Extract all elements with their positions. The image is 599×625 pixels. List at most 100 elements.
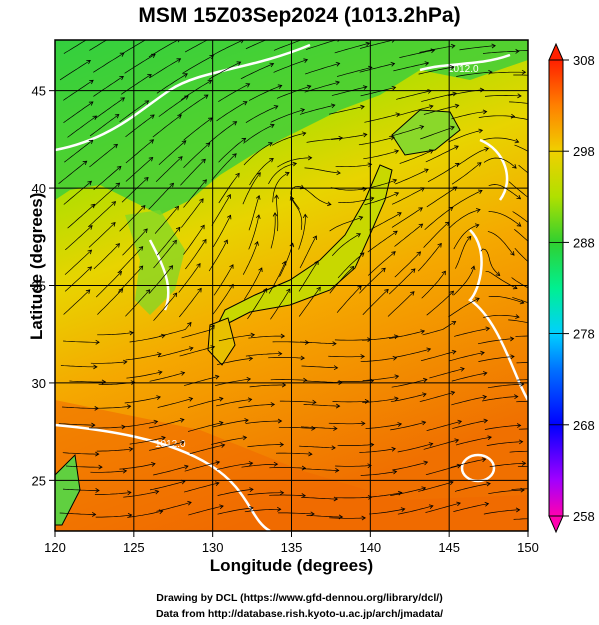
- streamline-arrowhead: [91, 511, 97, 517]
- streamline-arrowhead: [356, 233, 361, 238]
- streamline-arrowhead: [381, 267, 386, 273]
- streamline-arrowhead: [312, 399, 317, 405]
- streamline: [425, 145, 459, 163]
- streamline-arrowhead: [416, 251, 422, 256]
- streamline: [478, 115, 515, 118]
- streamline-arrowhead: [85, 289, 91, 294]
- streamline-arrowhead: [392, 469, 398, 475]
- streamline-arrowhead: [119, 75, 124, 81]
- streamline: [178, 263, 201, 293]
- streamline: [509, 101, 528, 104]
- streamline: [149, 265, 173, 294]
- streamline: [97, 332, 134, 336]
- streamline: [423, 221, 450, 248]
- streamline: [331, 233, 361, 257]
- streamline-arrowhead: [335, 467, 340, 473]
- streamline-arrowhead: [157, 370, 163, 375]
- streamline: [278, 426, 315, 429]
- streamline: [58, 160, 87, 184]
- streamline-arrowhead: [495, 271, 501, 277]
- streamline-arrowhead: [516, 423, 522, 428]
- streamline-arrowhead: [87, 266, 93, 271]
- streamline-arrowhead: [510, 354, 515, 360]
- colorbar-tick-label: 258: [573, 509, 595, 524]
- streamline-arrowhead: [203, 94, 209, 99]
- streamline: [211, 40, 244, 57]
- x-tick-label: 135: [281, 540, 303, 555]
- streamline: [211, 437, 247, 445]
- streamline-arrowhead: [129, 330, 134, 336]
- streamline: [480, 248, 500, 276]
- streamline-arrowhead: [394, 149, 400, 154]
- streamline-arrowhead: [512, 164, 517, 169]
- streamline-arrowhead: [89, 79, 94, 85]
- colorbar-bottom-arrow: [548, 515, 564, 534]
- streamline-arrowhead: [475, 208, 481, 213]
- streamline: [426, 186, 457, 208]
- streamline: [248, 335, 285, 339]
- streamline-arrowhead: [223, 239, 228, 245]
- streamline-arrowhead: [470, 265, 476, 271]
- streamline: [478, 356, 515, 362]
- streamline-arrowhead: [272, 212, 278, 217]
- streamline: [183, 142, 211, 168]
- streamline-arrowhead: [451, 321, 457, 326]
- streamline: [269, 467, 306, 469]
- streamline-arrowhead: [172, 292, 178, 298]
- x-tick-label: 130: [202, 540, 224, 555]
- streamline-arrowhead: [187, 321, 192, 327]
- streamline: [270, 212, 276, 249]
- streamline-arrowhead: [454, 162, 460, 168]
- streamline-arrowhead: [487, 435, 492, 441]
- streamline: [117, 265, 143, 293]
- streamline: [64, 249, 92, 275]
- streamline-arrowhead: [384, 288, 389, 294]
- streamline-arrowhead: [180, 440, 185, 445]
- streamline: [418, 66, 454, 75]
- streamline: [417, 243, 442, 272]
- streamline: [335, 496, 372, 499]
- streamline-arrowhead: [255, 214, 261, 219]
- streamline: [456, 71, 492, 77]
- streamline: [149, 58, 181, 78]
- streamline-arrowhead: [169, 182, 175, 188]
- streamline: [211, 153, 237, 181]
- streamline-arrowhead: [483, 418, 489, 424]
- streamline: [359, 448, 396, 453]
- streamline: [124, 396, 161, 404]
- streamline-arrowhead: [218, 420, 224, 426]
- streamline-arrowhead: [367, 463, 372, 469]
- streamline: [129, 334, 165, 343]
- streamline-arrowhead: [542, 306, 546, 310]
- streamline: [188, 422, 223, 432]
- streamline-arrowhead: [538, 229, 542, 233]
- streamline: [213, 264, 234, 296]
- streamline: [335, 465, 372, 467]
- streamline-arrowhead: [452, 186, 458, 191]
- streamline-arrowhead: [247, 397, 253, 403]
- streamline-arrowhead: [208, 117, 213, 122]
- streamline-arrowhead: [486, 481, 491, 487]
- streamline-arrowhead: [154, 489, 160, 495]
- streamline: [483, 157, 517, 169]
- streamline: [451, 396, 487, 406]
- streamline: [518, 164, 528, 174]
- streamline-arrowhead: [543, 184, 547, 188]
- streamline-arrowhead: [410, 291, 415, 296]
- streamline-arrowhead: [218, 396, 224, 402]
- streamline: [483, 137, 519, 143]
- streamline-arrowhead: [117, 270, 123, 276]
- streamline: [125, 139, 154, 164]
- colorbar-tick-label: 268: [573, 418, 595, 433]
- streamline-arrowhead: [175, 226, 181, 232]
- streamline-arrowhead: [516, 194, 522, 200]
- streamline-arrowhead: [428, 442, 434, 447]
- streamline: [450, 458, 486, 468]
- streamline-arrowhead: [482, 371, 488, 376]
- colorbar-tick-label: 298: [573, 144, 595, 159]
- streamline-arrowhead: [449, 480, 454, 486]
- streamline: [216, 101, 248, 122]
- streamline-arrowhead: [301, 131, 307, 137]
- streamline-arrowhead: [364, 399, 370, 404]
- streamline-arrowhead: [292, 161, 298, 167]
